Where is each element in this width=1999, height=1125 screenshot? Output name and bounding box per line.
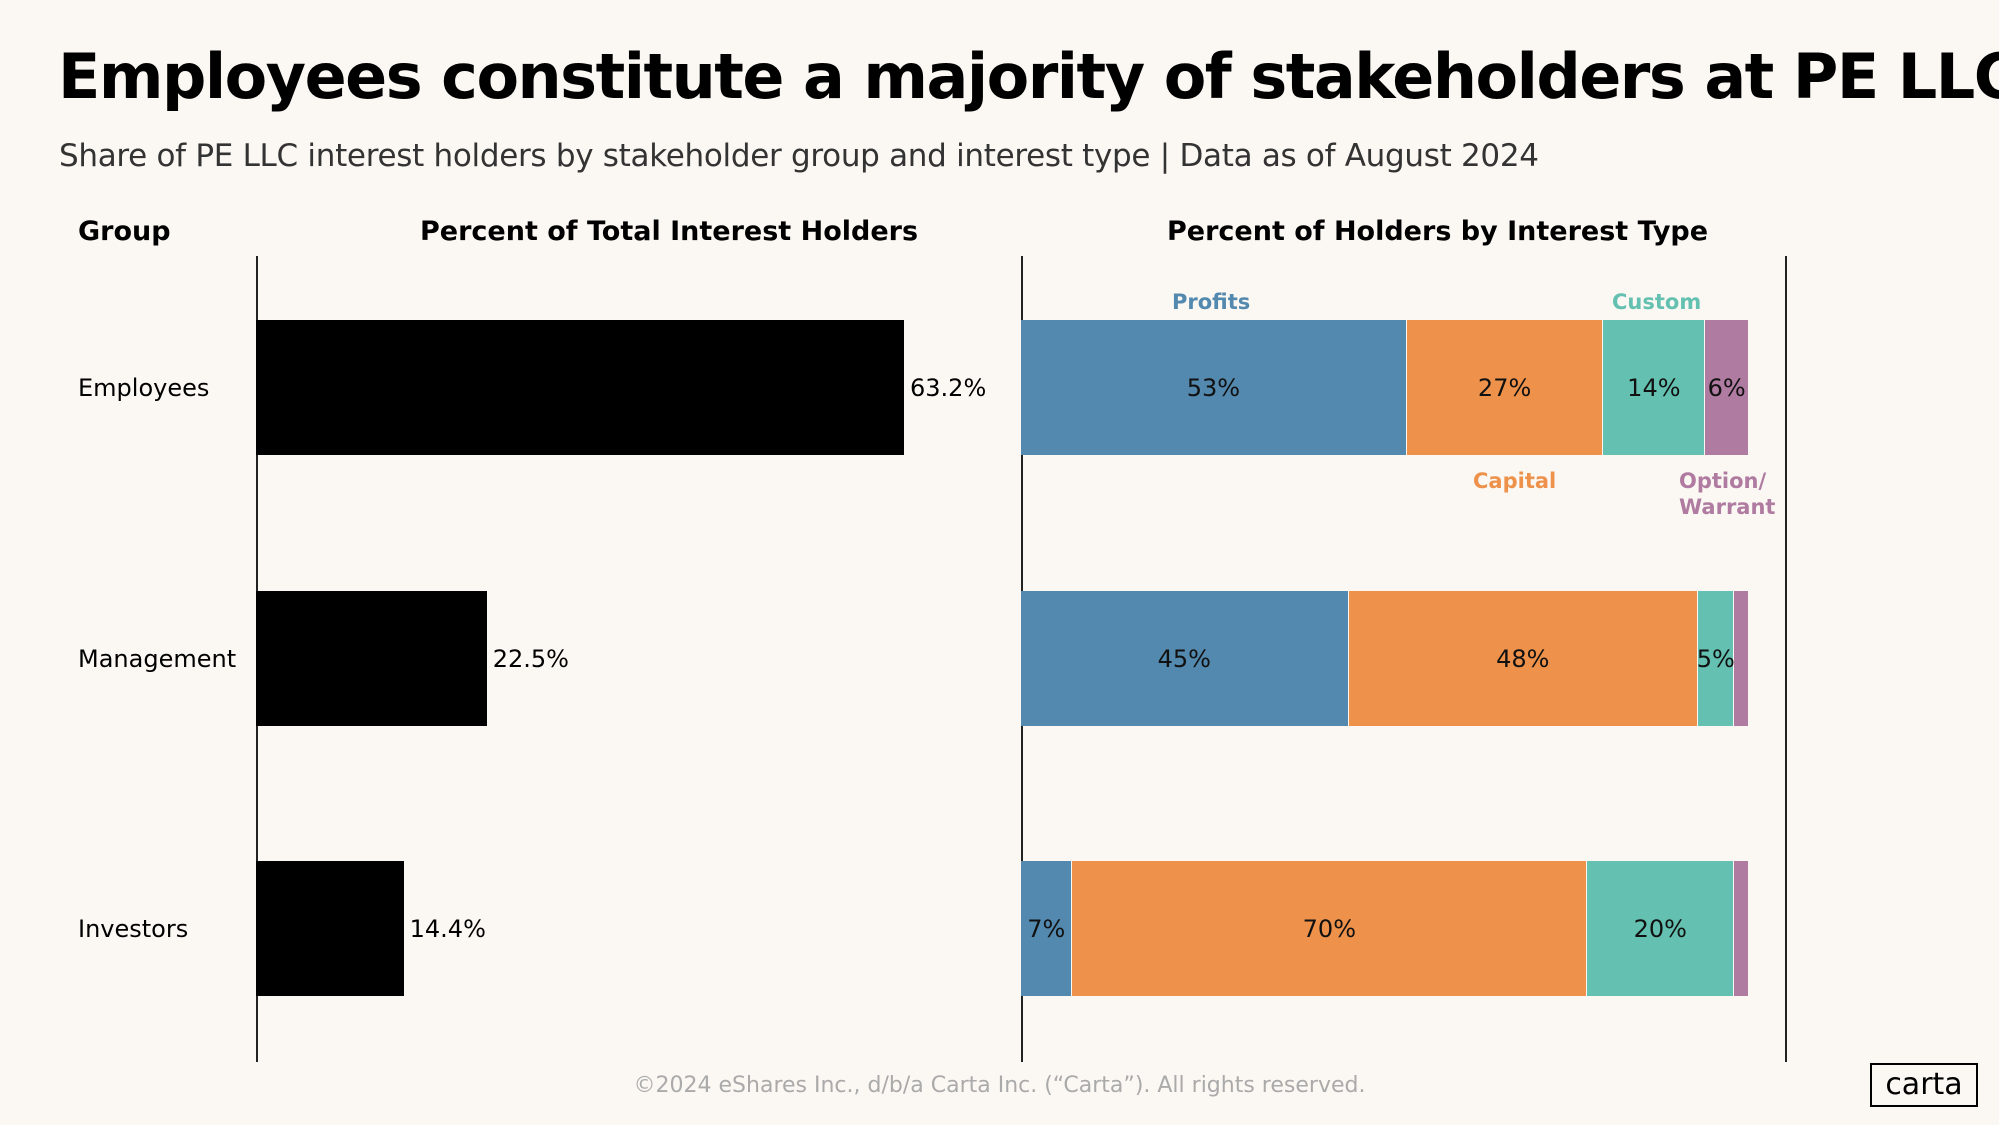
stacked-segment: 53% [1021, 320, 1407, 455]
group-label: Employees [78, 373, 210, 402]
carta-logo: carta [1870, 1063, 1978, 1107]
chart-subtitle: Share of PE LLC interest holders by stak… [59, 138, 1539, 174]
segment-value-label: 45% [1157, 644, 1211, 673]
bar [256, 320, 904, 455]
segment-value-label: 53% [1186, 373, 1241, 402]
legend-label-profits: Profits [1172, 290, 1251, 314]
segment-value-label: 48% [1496, 644, 1550, 673]
stacked-segment [1734, 861, 1749, 996]
chart-title: Employees constitute a majority of stake… [58, 40, 1999, 113]
segment-value-label: 5% [1696, 644, 1735, 673]
stacked-segment: 48% [1348, 591, 1699, 726]
stacked-segment [1734, 591, 1749, 726]
stacked-segment: 7% [1021, 861, 1073, 996]
right-border-line [1785, 256, 1787, 1062]
bar-value-label: 63.2% [910, 373, 987, 402]
segment-value-label: 70% [1302, 914, 1356, 943]
stacked-segment: 14% [1603, 320, 1706, 455]
group-label: Investors [78, 914, 189, 943]
legend-label-custom: Custom [1612, 290, 1702, 314]
legend-label-capital: Capital [1473, 469, 1557, 493]
bar-value-label: 14.4% [409, 914, 486, 943]
bar [256, 591, 487, 726]
segment-value-label: 14% [1627, 373, 1681, 402]
stacked-segment: 70% [1072, 861, 1588, 996]
right-chart-title: Percent of Holders by Interest Type [1167, 216, 1709, 247]
group-label: Management [78, 644, 237, 673]
stacked-segment: 45% [1021, 591, 1349, 726]
left-chart-title: Percent of Total Interest Holders [420, 216, 919, 247]
segment-value-label: 7% [1027, 914, 1066, 943]
stacked-segment: 20% [1587, 861, 1735, 996]
stacked-segment: 5% [1696, 591, 1735, 726]
stacked-segment: 27% [1406, 320, 1604, 455]
bar [256, 861, 404, 996]
segment-value-label: 6% [1707, 373, 1746, 402]
copyright-footer: ©2024 eShares Inc., d/b/a Carta Inc. (“C… [633, 1073, 1366, 1098]
legend-label-option-warrant: Option/Warrant [1679, 469, 1776, 519]
group-header: Group [78, 216, 171, 247]
segment-value-label: 27% [1477, 373, 1532, 402]
stacked-segment: 6% [1705, 320, 1749, 455]
bar-value-label: 22.5% [492, 644, 569, 673]
segment-value-label: 20% [1633, 914, 1687, 943]
